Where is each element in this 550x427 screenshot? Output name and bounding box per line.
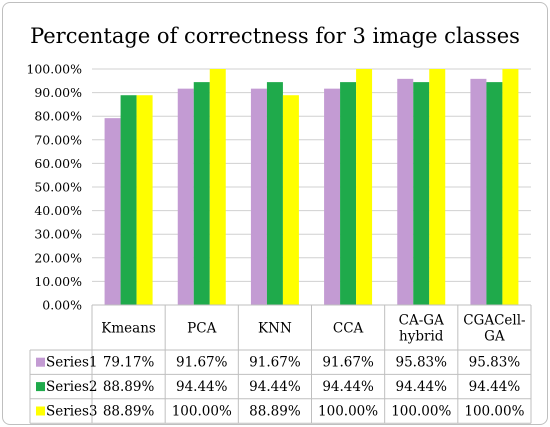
bar-series2-2 — [193, 82, 210, 305]
y-tick-label: 40.00% — [34, 203, 82, 218]
bar-series1-1 — [104, 118, 121, 305]
data-label: 94.44% — [396, 379, 448, 395]
category-label: CGACell-GA — [463, 313, 525, 345]
bar-series2-6 — [486, 82, 503, 305]
data-table: Kmeans PCA KNN CCA CA-GA hybrid CGACell-GA Seri… — [29, 304, 532, 424]
y-axis-ticks: 0.00% 10.00% 20.00% 30.00% 40.00% 50.00% 60.00… — [26, 62, 82, 313]
data-label: 94.44% — [469, 379, 521, 395]
bar-series3-6 — [502, 69, 519, 305]
data-label: 95.83% — [396, 355, 448, 371]
data-label: 100.00% — [318, 404, 378, 420]
bar-series1-5 — [397, 78, 414, 305]
bar-series1-3 — [250, 88, 267, 305]
data-label: 88.89% — [249, 404, 301, 420]
bar-series2-1 — [120, 95, 137, 305]
y-tick-label: 90.00% — [34, 85, 82, 100]
gridlines — [92, 68, 531, 306]
legend-key-series2 — [36, 382, 45, 392]
y-tick-label: 30.00% — [34, 227, 82, 242]
y-tick-label: 0.00% — [42, 298, 82, 313]
data-label: 100.00% — [172, 404, 232, 420]
bars — [104, 69, 519, 305]
data-label: 94.44% — [249, 379, 301, 395]
bar-series3-3 — [282, 95, 299, 305]
data-label: 91.67% — [176, 355, 228, 371]
bar-series1-4 — [324, 88, 341, 305]
category-label: KNN — [258, 321, 292, 337]
bar-series3-4 — [356, 69, 373, 305]
y-tick-label: 80.00% — [34, 109, 82, 124]
category-label: Kmeans — [101, 321, 156, 337]
series-name: Series3 — [46, 404, 98, 420]
data-label: 79.17% — [103, 355, 155, 371]
data-label: 88.89% — [103, 404, 155, 420]
y-tick-label: 20.00% — [34, 250, 82, 265]
y-tick-label: 70.00% — [34, 132, 82, 147]
data-label: 94.44% — [322, 379, 374, 395]
category-label: PCA — [187, 321, 216, 337]
data-label: 91.67% — [249, 355, 301, 371]
y-tick-label: 60.00% — [34, 156, 82, 171]
category-label: CA-GA hybrid — [399, 313, 444, 345]
bar-series3-5 — [429, 69, 446, 305]
bar-series2-3 — [266, 82, 283, 305]
data-label: 100.00% — [464, 404, 524, 420]
category-label: CCA — [333, 321, 364, 337]
y-tick-label: 50.00% — [34, 180, 82, 195]
bar-series1-6 — [470, 78, 487, 305]
bar-series2-4 — [340, 82, 357, 305]
chart-title: Percentage of correctness for 3 image cl… — [30, 24, 520, 48]
series-name: Series1 — [46, 355, 98, 371]
data-label: 94.44% — [176, 379, 228, 395]
data-label: 95.83% — [469, 355, 521, 371]
data-label: 100.00% — [391, 404, 451, 420]
data-label: 88.89% — [103, 379, 155, 395]
bar-series3-2 — [209, 69, 226, 305]
legend-key-series1 — [36, 357, 45, 367]
y-tick-label: 100.00% — [26, 62, 82, 77]
legend-key-series3 — [36, 406, 45, 416]
series-name: Series2 — [46, 379, 98, 395]
bar-series2-5 — [413, 82, 430, 305]
y-tick-label: 10.00% — [34, 274, 82, 289]
bar-series1-2 — [177, 88, 194, 305]
bar-series3-1 — [136, 95, 153, 305]
data-label: 91.67% — [322, 355, 374, 371]
